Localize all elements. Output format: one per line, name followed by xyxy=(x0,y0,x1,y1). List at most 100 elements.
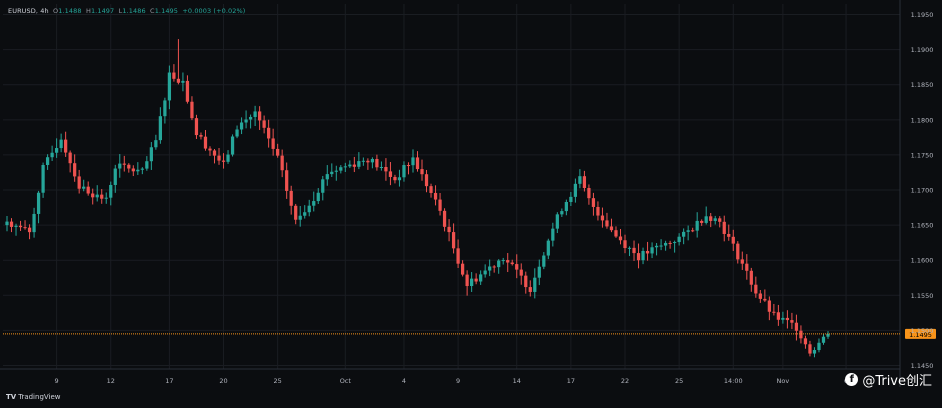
candle-body xyxy=(501,260,505,262)
x-tick-label: Oct xyxy=(340,377,352,385)
candle-body xyxy=(722,221,726,234)
interval-label: 4h xyxy=(40,7,49,15)
candle-body xyxy=(199,135,203,137)
brand-watermark: f @Trive创汇 xyxy=(845,370,932,389)
candle-body xyxy=(524,275,528,288)
candle-body xyxy=(596,206,600,216)
candle-body xyxy=(492,266,496,268)
candle-body xyxy=(677,236,681,243)
candle-body xyxy=(474,278,478,282)
candle-body xyxy=(230,136,235,155)
candle-body xyxy=(415,157,420,170)
candle-body xyxy=(605,220,609,227)
y-tick-label: 1.1500 xyxy=(911,327,934,335)
candle-body xyxy=(113,168,117,185)
candle-body xyxy=(528,287,532,292)
candle-body xyxy=(393,176,397,181)
candle-body xyxy=(564,201,568,212)
candle-body xyxy=(718,218,722,222)
y-tick-label: 1.1700 xyxy=(911,187,934,195)
candle-body xyxy=(821,336,826,343)
y-tick-label: 1.1950 xyxy=(911,11,934,19)
candle-body xyxy=(109,184,113,198)
candle-body xyxy=(627,247,632,249)
candle-body xyxy=(506,260,510,263)
candle-body xyxy=(591,198,596,207)
y-tick-label: 1.1800 xyxy=(911,116,934,124)
candle-body xyxy=(470,278,474,287)
candle-body xyxy=(709,216,713,221)
candle-body xyxy=(803,338,808,345)
candle-body xyxy=(695,220,699,231)
candle-body xyxy=(668,242,672,244)
candle-body xyxy=(488,266,492,271)
y-tick-label: 1.1650 xyxy=(911,222,934,230)
candle-body xyxy=(560,211,564,215)
candle-body xyxy=(86,186,90,194)
candle-body xyxy=(145,161,149,169)
candle-body xyxy=(623,240,627,249)
candle-body xyxy=(618,236,623,241)
candle-body xyxy=(749,270,753,285)
candle-body xyxy=(727,233,731,237)
tradingview-label: TradingView xyxy=(18,393,61,401)
candle-body xyxy=(781,317,785,320)
candle-body xyxy=(244,119,248,123)
candle-body xyxy=(483,270,487,275)
candle-body xyxy=(691,230,695,232)
x-tick-label: 4 xyxy=(402,377,406,385)
candle-body xyxy=(465,274,469,287)
x-tick-label: 12 xyxy=(107,377,115,385)
candle-body xyxy=(537,266,541,278)
candle-body xyxy=(298,215,302,220)
candle-body xyxy=(420,169,424,175)
close-value: 1.1495 xyxy=(154,7,179,15)
candle-body xyxy=(68,152,72,164)
candle-body xyxy=(267,127,271,139)
candle-body xyxy=(276,148,280,156)
candle-body xyxy=(253,111,257,117)
candle-body xyxy=(609,226,614,231)
candle-body xyxy=(587,187,591,199)
candle-body xyxy=(812,350,817,354)
candle-body xyxy=(736,243,740,260)
candle-body xyxy=(221,160,226,162)
candle-body xyxy=(163,100,167,117)
candle-body xyxy=(429,186,433,193)
candle-body xyxy=(817,342,821,351)
candle-body xyxy=(149,147,153,162)
candle-body xyxy=(479,274,483,282)
candle-body xyxy=(82,186,86,189)
candle-body xyxy=(343,166,347,168)
candle-body xyxy=(14,225,18,227)
candle-body xyxy=(497,260,501,268)
high-key: H xyxy=(85,7,91,15)
candle-body xyxy=(154,140,158,148)
x-tick-label: 20 xyxy=(219,377,227,385)
tradingview-logo-icon: TV xyxy=(6,393,17,401)
candle-body xyxy=(280,155,284,171)
candle-body xyxy=(181,80,185,83)
candle-body xyxy=(312,201,316,206)
candle-body xyxy=(740,259,744,264)
candle-body xyxy=(136,169,140,172)
candle-body xyxy=(375,158,379,168)
candle-body xyxy=(32,213,36,233)
x-tick-label: 14:00 xyxy=(724,377,743,385)
candle-body xyxy=(578,176,582,184)
candle-body xyxy=(54,148,59,153)
candle-body xyxy=(235,129,239,137)
open-key: O xyxy=(53,7,59,15)
candle-body xyxy=(307,205,311,213)
candle-body xyxy=(713,218,717,221)
tradingview-logo[interactable]: TV TradingView xyxy=(6,393,61,401)
candle-body xyxy=(663,242,668,246)
y-tick-label: 1.1850 xyxy=(911,81,934,89)
candle-body xyxy=(555,214,559,229)
candle-body xyxy=(632,247,636,254)
candle-body xyxy=(239,122,244,130)
candle-body xyxy=(41,164,45,193)
last-price-label: 1.1495 xyxy=(909,331,932,339)
